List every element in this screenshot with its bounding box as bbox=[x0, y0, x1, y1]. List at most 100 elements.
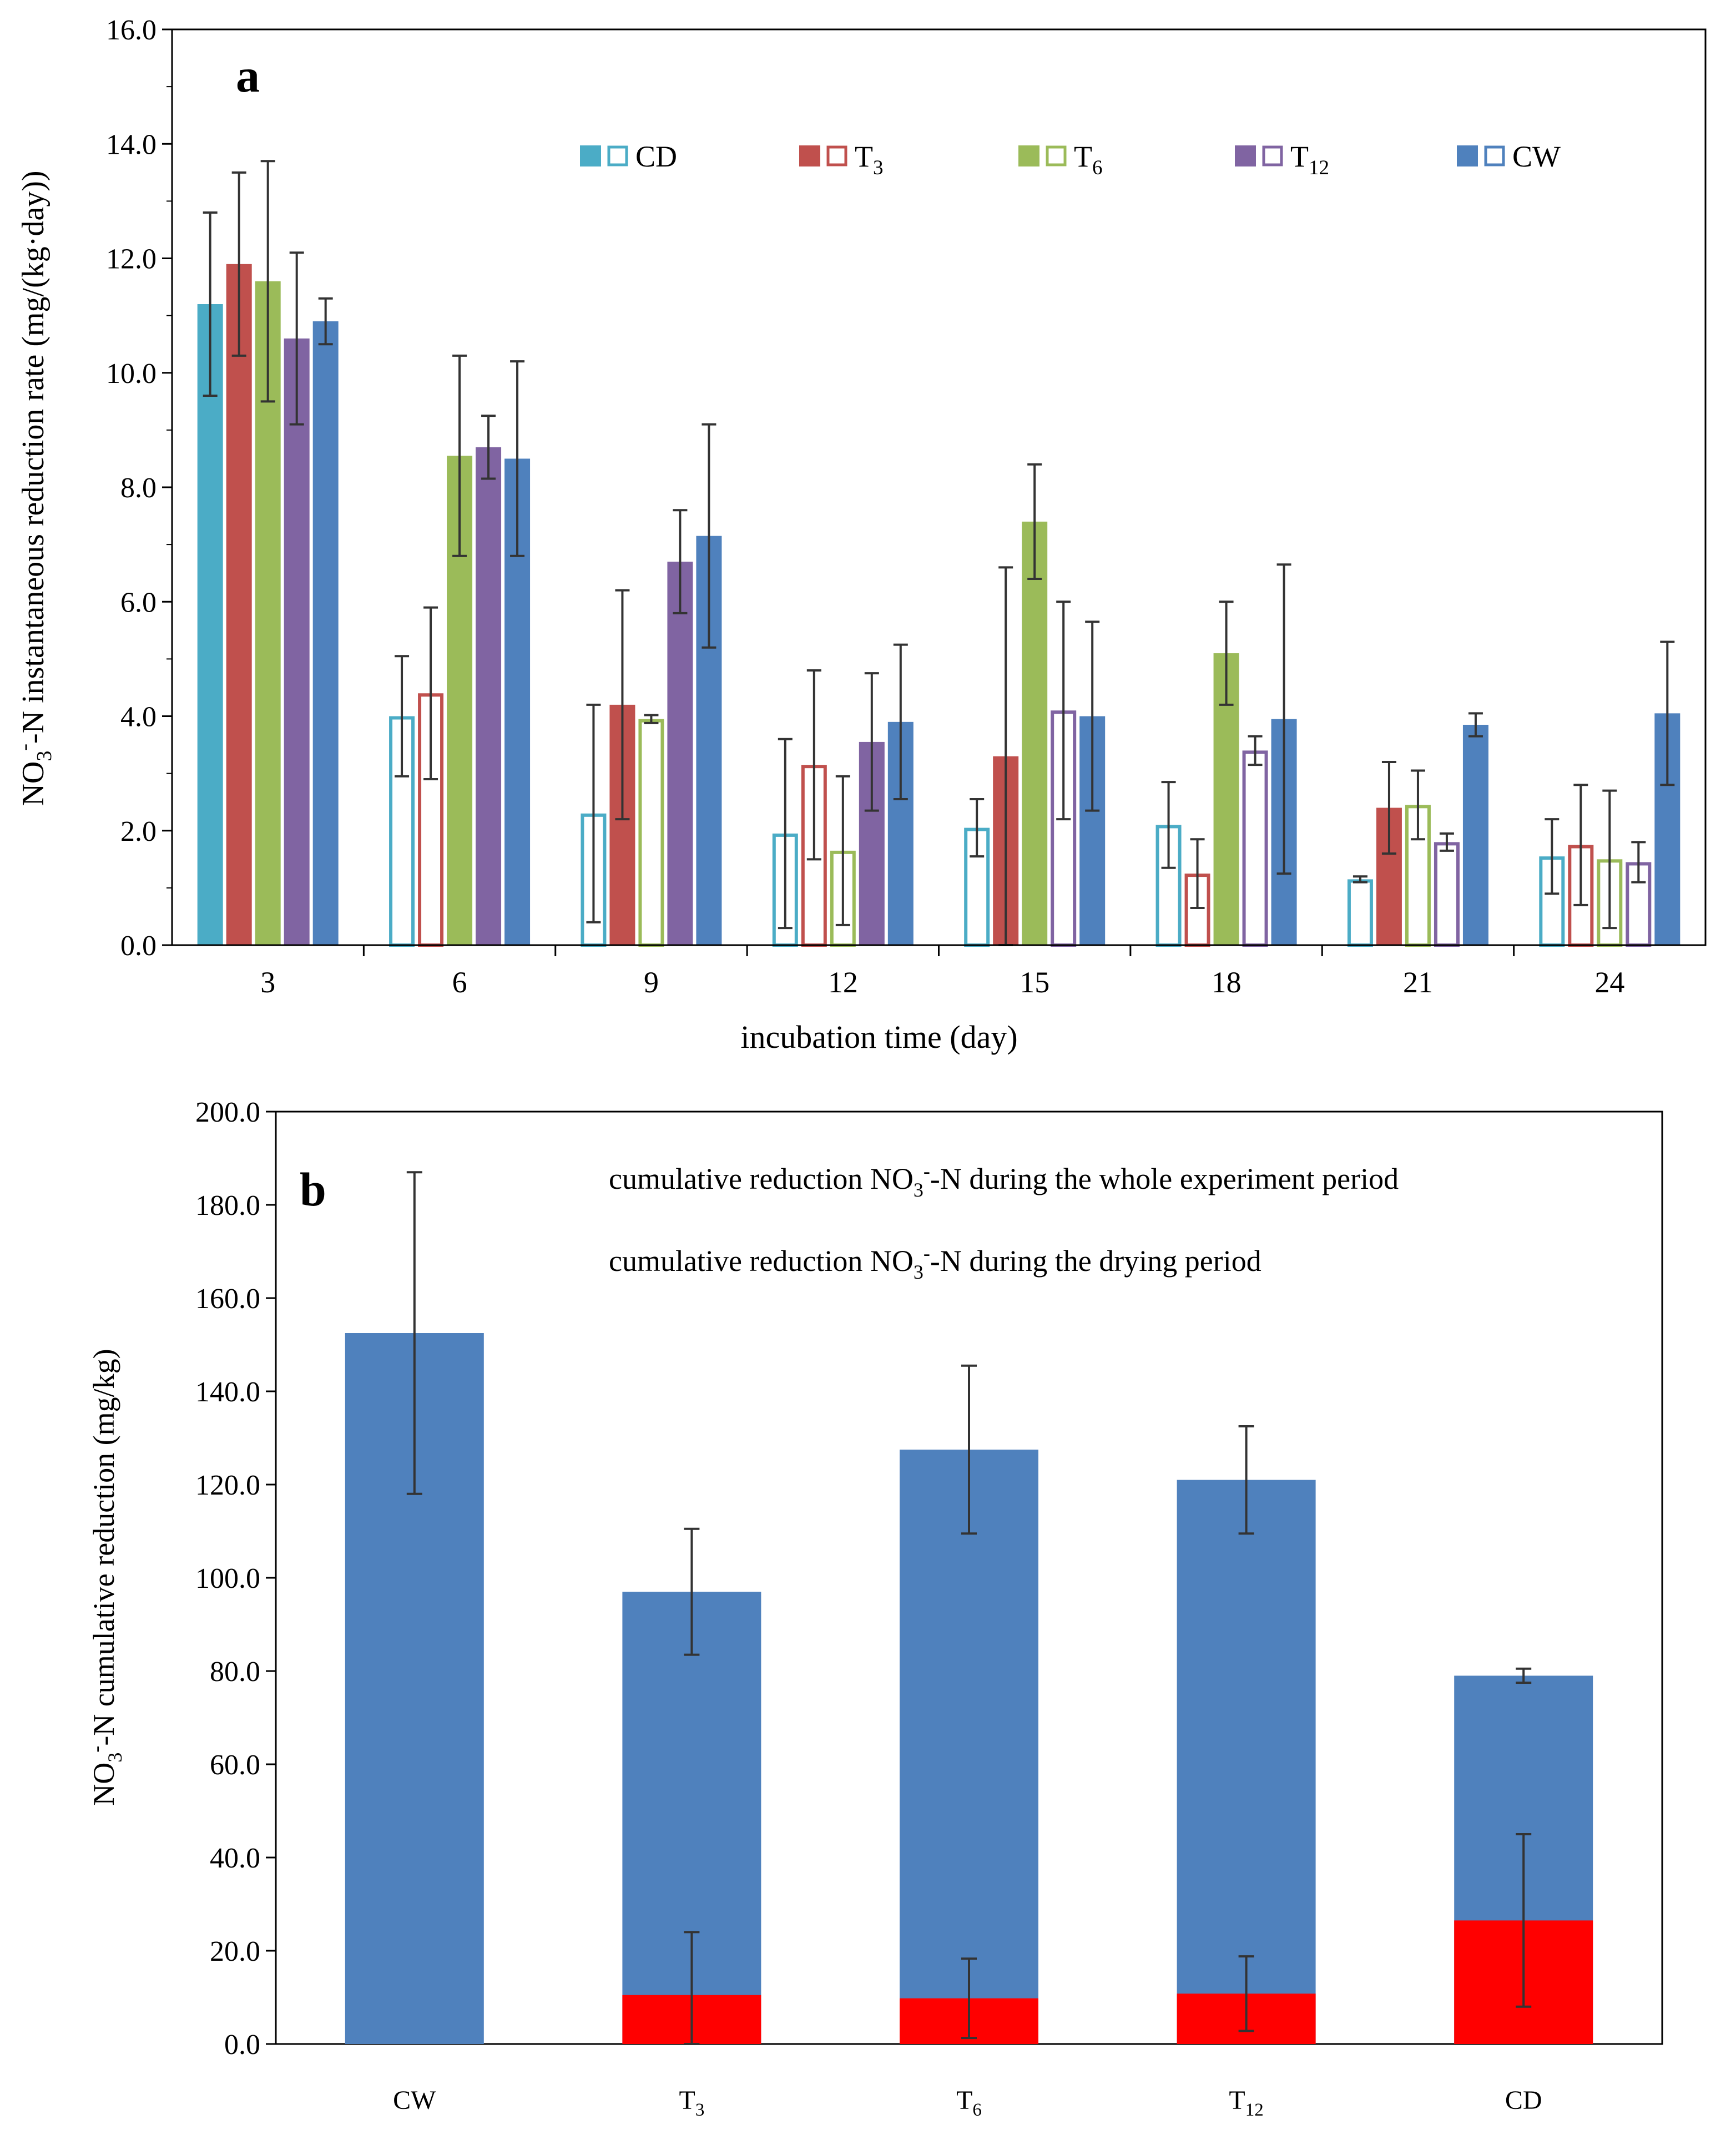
bar-cw-day-21 bbox=[1462, 724, 1488, 945]
error-bar bbox=[1085, 620, 1100, 812]
error-bar bbox=[1545, 818, 1560, 895]
bar-t12-day-9 bbox=[667, 562, 693, 945]
bar-t12-day-21 bbox=[1434, 842, 1460, 947]
legend-swatch-open bbox=[1484, 145, 1505, 166]
error-bar-drying bbox=[684, 1931, 700, 2045]
legend-swatch-open bbox=[607, 145, 628, 166]
error-bar bbox=[423, 606, 438, 780]
y-tick-label: 12.0 bbox=[106, 244, 157, 275]
panel-a-legend: CD T3 T6 T12 CW bbox=[580, 140, 1561, 179]
bar-cd-day-3 bbox=[197, 304, 223, 945]
error-bar bbox=[510, 360, 525, 557]
x-tick-label: 6 bbox=[452, 966, 467, 999]
error-bar bbox=[1410, 769, 1425, 841]
y-tick-label: 180.0 bbox=[195, 1190, 260, 1222]
legend-swatch-open bbox=[1046, 145, 1067, 166]
error-bar bbox=[615, 589, 630, 821]
error-bar-whole bbox=[1238, 1425, 1254, 1535]
legend-label: T12 bbox=[1290, 140, 1329, 179]
error-bar-drying bbox=[961, 1957, 977, 2040]
bar-t6-day-9 bbox=[638, 719, 664, 947]
panel-a-chart: 0.0 2.0 4.0 6.0 8.0 10.0 12.0 14.0 16.0 3 6 9 12 15 1… bbox=[13, 14, 1707, 1055]
error-bar-whole bbox=[684, 1527, 700, 1656]
y-tick-label: 8.0 bbox=[120, 472, 157, 504]
x-tick-label: 15 bbox=[1020, 966, 1049, 999]
legend-swatch-filled bbox=[1457, 145, 1478, 166]
error-bar bbox=[318, 297, 333, 346]
error-bar bbox=[481, 415, 496, 480]
legend-label: CW bbox=[1512, 140, 1561, 173]
panel-b-chart: 0.0 20.0 40.0 60.0 80.0 100.0 120.0 140.0 160.0 1… bbox=[85, 1097, 1663, 2120]
panel-b-legend-drying: cumulative reduction NO3--N during the d… bbox=[609, 1242, 1261, 1283]
legend-label: T3 bbox=[855, 140, 884, 179]
y-tick-label: 0.0 bbox=[224, 2029, 260, 2061]
error-bar bbox=[1631, 841, 1646, 884]
y-tick-label: 200.0 bbox=[195, 1097, 260, 1128]
x-tick-label: 24 bbox=[1594, 966, 1624, 999]
legend-swatch-filled bbox=[799, 145, 820, 166]
panel-b-legend-whole: cumulative reduction NO3--N during the w… bbox=[609, 1160, 1399, 1201]
error-bar-whole bbox=[961, 1364, 977, 1535]
error-bar-whole bbox=[1516, 1667, 1532, 1684]
x-tick-label: T3 bbox=[679, 2086, 704, 2120]
error-bar bbox=[1468, 712, 1483, 738]
error-bar bbox=[203, 211, 218, 397]
error-bar bbox=[289, 251, 304, 426]
error-bar bbox=[1190, 838, 1205, 909]
bar-t12-day-3 bbox=[284, 338, 310, 945]
error-bar bbox=[1660, 640, 1675, 786]
y-tick-label: 0.0 bbox=[120, 930, 157, 962]
error-bar bbox=[835, 775, 850, 926]
bar-cd-day-21 bbox=[1347, 879, 1373, 947]
panel-a-letter: a bbox=[236, 49, 260, 102]
y-tick-label: 14.0 bbox=[106, 129, 157, 160]
panel-a-bars bbox=[197, 160, 1681, 947]
bar-cd-day-24 bbox=[1539, 856, 1565, 947]
y-tick-label: 140.0 bbox=[195, 1376, 260, 1408]
error-bar bbox=[970, 798, 985, 858]
error-bar bbox=[231, 171, 246, 357]
error-bar bbox=[1276, 563, 1291, 875]
bar-t6-day-15 bbox=[1022, 521, 1048, 945]
y-tick-label: 160.0 bbox=[195, 1283, 260, 1315]
error-bar bbox=[1248, 735, 1263, 766]
y-tick-label: 40.0 bbox=[210, 1843, 260, 1874]
legend-swatch-filled bbox=[1018, 145, 1039, 166]
error-bar bbox=[1602, 789, 1617, 930]
legend-swatch-filled bbox=[1235, 145, 1256, 166]
legend-swatch-filled bbox=[580, 145, 601, 166]
bar-whole-t6 bbox=[900, 1450, 1038, 2044]
error-bar bbox=[1381, 761, 1396, 855]
bar-cw-day-3 bbox=[312, 321, 339, 945]
panel-b-bars bbox=[345, 1171, 1593, 2045]
error-bar-whole bbox=[406, 1171, 422, 1495]
error-bar bbox=[260, 160, 275, 403]
error-bar bbox=[1056, 600, 1071, 821]
bar-whole-t12 bbox=[1177, 1480, 1316, 2044]
panel-b-y-axis: 0.0 20.0 40.0 60.0 80.0 100.0 120.0 140.0 160.0 1… bbox=[195, 1097, 276, 2061]
x-tick-label: 9 bbox=[644, 966, 659, 999]
error-bar bbox=[893, 643, 908, 801]
error-bar bbox=[673, 509, 688, 614]
legend-swatch-open bbox=[1262, 145, 1283, 166]
error-bar bbox=[1219, 600, 1234, 706]
y-tick-label: 16.0 bbox=[106, 14, 157, 46]
error-bar bbox=[586, 703, 601, 923]
error-bar bbox=[1161, 781, 1176, 869]
error-bar bbox=[1027, 463, 1042, 580]
y-tick-label: 4.0 bbox=[120, 701, 157, 733]
panel-a-x-axis: 3 6 9 12 15 18 21 24 bbox=[172, 944, 1705, 999]
error-bar-drying bbox=[1238, 1955, 1254, 2032]
x-tick-label: CD bbox=[1505, 2086, 1542, 2115]
y-tick-label: 100.0 bbox=[195, 1563, 260, 1594]
panel-b-letter: b bbox=[300, 1163, 326, 1216]
y-tick-label: 120.0 bbox=[195, 1470, 260, 1501]
panel-a-y-axis: 0.0 2.0 4.0 6.0 8.0 10.0 12.0 14.0 16.0 bbox=[106, 14, 172, 962]
bar-t3-day-3 bbox=[226, 264, 252, 945]
error-bar-drying bbox=[1516, 1833, 1532, 2008]
bar-t12-day-18 bbox=[1242, 750, 1268, 947]
x-tick-label: T12 bbox=[1229, 2086, 1263, 2120]
legend-label: T6 bbox=[1074, 140, 1103, 179]
error-bar bbox=[702, 423, 716, 649]
